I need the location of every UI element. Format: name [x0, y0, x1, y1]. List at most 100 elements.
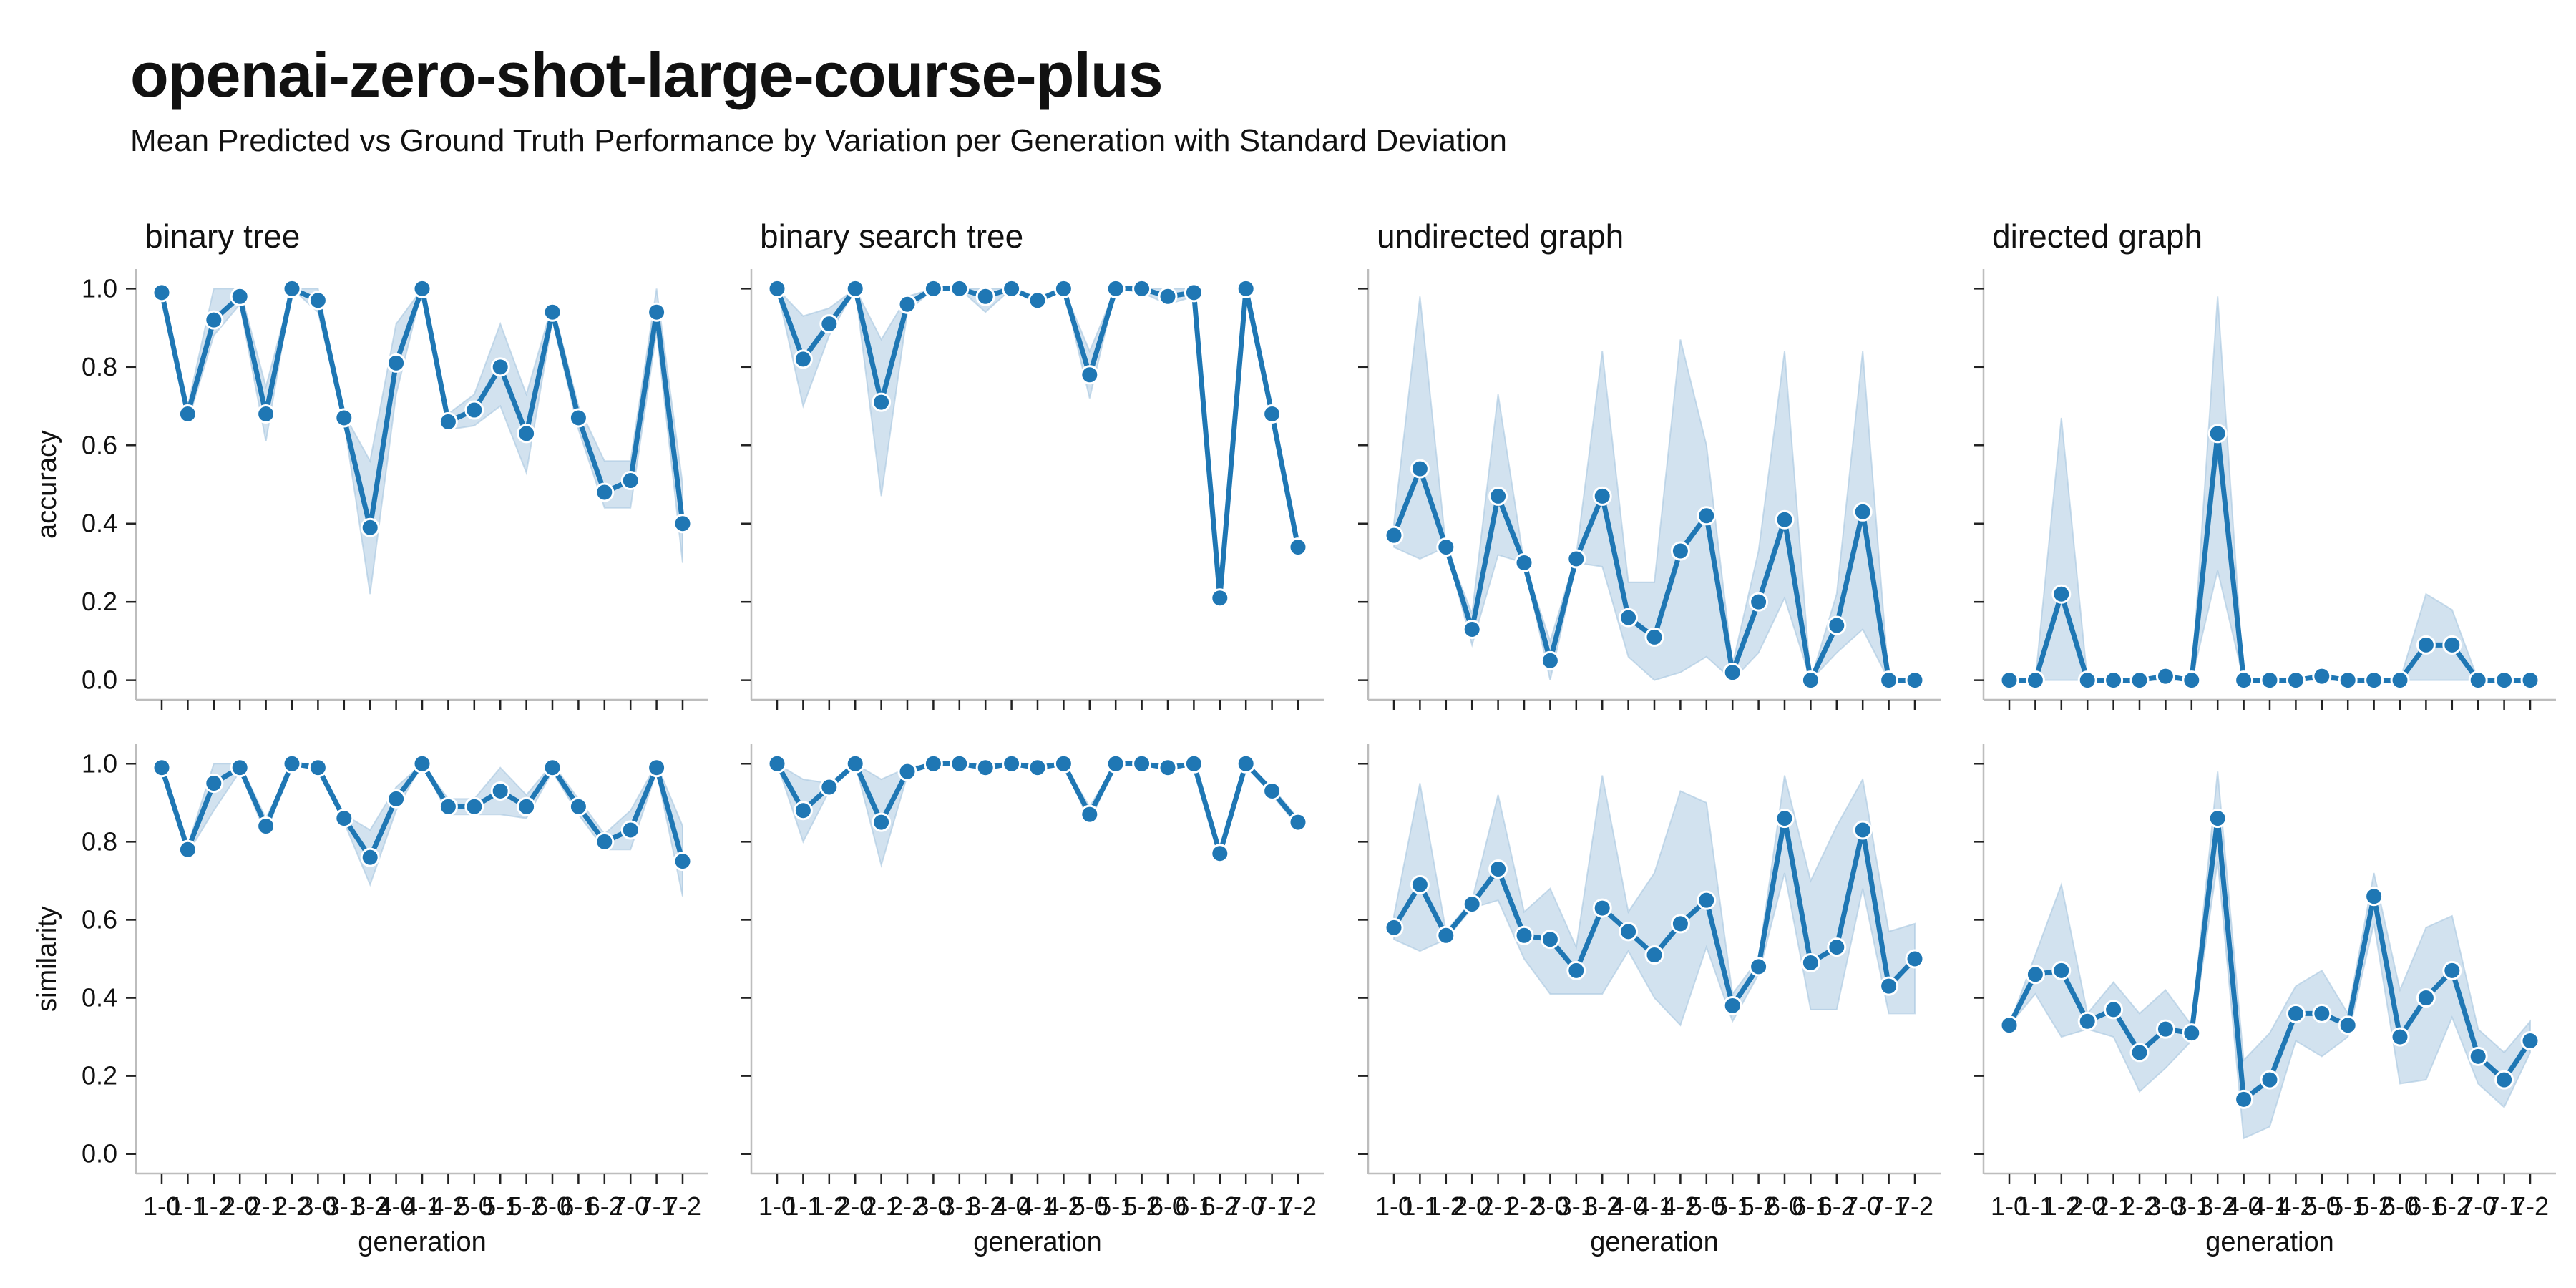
std-band: [161, 287, 683, 595]
data-point: [1184, 753, 1204, 774]
x-tick-label: 1-0: [143, 1191, 180, 1221]
data-point: [1879, 976, 1899, 996]
x-tick-label: 2-0: [836, 1191, 874, 1221]
x-tick-label: 7-0: [1844, 1191, 1881, 1221]
data-point: [2338, 1015, 2358, 1035]
data-point: [1106, 753, 1126, 774]
x-tick-label: 4-1: [2251, 1191, 2288, 1221]
std-band: [2009, 296, 2530, 681]
x-tick-label: 7-2: [2512, 1191, 2549, 1221]
x-tick-label: 6-0: [1149, 1191, 1186, 1221]
data-point: [620, 820, 640, 840]
x-tick-label: 3-1: [941, 1191, 978, 1221]
data-point: [1800, 670, 1820, 691]
data-point: [975, 758, 995, 778]
panel-title: undirected graph: [1377, 218, 1624, 255]
data-point: [1410, 874, 1430, 894]
data-point: [872, 812, 892, 832]
data-point: [2285, 1003, 2306, 1023]
data-point: [1670, 914, 1690, 934]
data-point: [2051, 584, 2072, 604]
x-axis-label: generation: [2205, 1227, 2334, 1257]
x-tick-label: 3-2: [1584, 1191, 1621, 1221]
x-tick-label: 2-1: [248, 1191, 285, 1221]
data-point: [256, 816, 276, 836]
data-point: [595, 482, 615, 502]
data-point: [1462, 619, 1482, 639]
x-tick-label: 1-1: [784, 1191, 821, 1221]
data-point: [1210, 844, 1230, 864]
x-tick-label: 6-1: [560, 1191, 597, 1221]
data-point: [2364, 887, 2384, 907]
x-tick-label: 3-0: [914, 1191, 952, 1221]
data-point: [2416, 988, 2436, 1008]
data-point: [2468, 1046, 2488, 1066]
x-tick-label: 7-0: [1227, 1191, 1264, 1221]
data-point: [386, 789, 406, 809]
x-tick-label: 2-0: [2069, 1191, 2106, 1221]
x-tick-label: 1-2: [1428, 1191, 1465, 1221]
data-point: [647, 302, 667, 322]
data-point: [517, 424, 537, 444]
data-point: [1566, 549, 1586, 569]
y-axis-label: accuracy: [32, 430, 62, 539]
y-tick-label: 0.6: [82, 430, 117, 459]
data-point: [2129, 670, 2150, 691]
x-tick-label: 7-1: [638, 1191, 675, 1221]
x-tick-label: 4-0: [378, 1191, 415, 1221]
x-tick-label: 3-0: [1531, 1191, 1568, 1221]
data-point: [177, 839, 197, 859]
data-point: [2520, 670, 2540, 691]
x-tick-label: 2-2: [273, 1191, 311, 1221]
y-tick-label: 1.0: [82, 748, 117, 778]
data-point: [1236, 753, 1256, 774]
data-point: [1827, 615, 1847, 635]
data-point: [412, 278, 432, 298]
data-point: [282, 278, 302, 298]
data-point: [2520, 1031, 2540, 1051]
data-point: [360, 517, 380, 537]
panel-undirected-graph-similarity: 1-01-11-22-02-12-23-03-13-24-04-14-25-05…: [1358, 744, 1941, 1257]
x-tick-label: 7-2: [1896, 1191, 1933, 1221]
y-tick-label: 0.4: [82, 509, 117, 538]
data-point: [673, 514, 693, 534]
x-tick-label: 6-2: [2434, 1191, 2471, 1221]
x-tick-label: 1-0: [758, 1191, 796, 1221]
data-point: [1462, 894, 1482, 914]
data-point: [204, 310, 224, 330]
data-point: [308, 291, 328, 311]
data-point: [152, 283, 172, 303]
data-point: [2182, 1023, 2202, 1043]
x-tick-label: 2-0: [1453, 1191, 1491, 1221]
data-point: [767, 753, 787, 774]
x-tick-label: 6-2: [1818, 1191, 1855, 1221]
x-tick-label: 7-0: [612, 1191, 649, 1221]
data-point: [2104, 1000, 2124, 1020]
panel-undirected-graph-accuracy: undirected graph: [1358, 218, 1941, 710]
x-tick-label: 5-1: [1714, 1191, 1751, 1221]
x-tick-label: 5-2: [1123, 1191, 1161, 1221]
y-tick-label: 0.2: [82, 1061, 117, 1091]
data-point: [1288, 812, 1308, 832]
data-point: [1619, 608, 1639, 628]
panel-binary-tree-accuracy: binary tree 0.0 0.2 0.4 0.6 0.8 1.0 accuracy: [32, 218, 708, 710]
x-tick-label: 1-1: [2016, 1191, 2054, 1221]
x-tick-label: 1-2: [195, 1191, 233, 1221]
data-point: [923, 753, 943, 774]
data-point: [1670, 541, 1690, 561]
data-point: [2077, 1011, 2097, 1031]
data-point: [950, 753, 970, 774]
data-point: [2025, 965, 2045, 985]
x-tick-label: 5-1: [482, 1191, 519, 1221]
x-tick-label: 1-0: [1991, 1191, 2028, 1221]
data-point: [1540, 650, 1560, 670]
std-band: [1393, 775, 1916, 1027]
x-tick-label: 5-0: [1688, 1191, 1725, 1221]
panel-title: binary tree: [145, 218, 300, 255]
x-tick-label: 3-0: [299, 1191, 336, 1221]
panel-title: directed graph: [1992, 218, 2202, 255]
data-point: [1800, 952, 1820, 972]
x-tick-label: 7-1: [1254, 1191, 1291, 1221]
page-title: openai-zero-shot-large-course-plus: [130, 39, 1163, 110]
